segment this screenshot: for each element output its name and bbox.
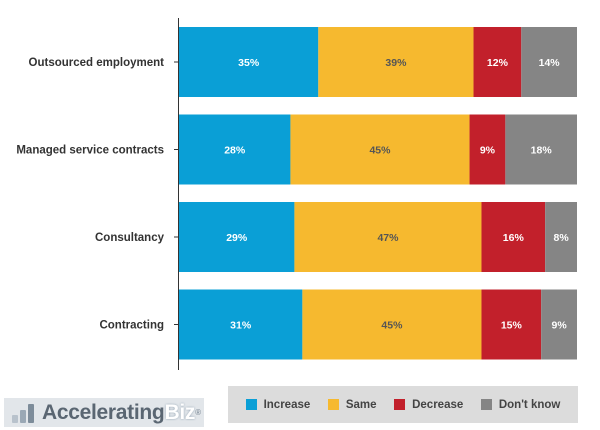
logo-text-biz: Biz [164, 400, 196, 424]
category-label-contracting: Contracting [99, 320, 164, 332]
bar-managed-service-contracts-don-t-know [505, 114, 577, 185]
bar-consultancy-increase [179, 202, 295, 272]
legend-label-dont-know: Don't know [498, 398, 561, 411]
data-label-consultancy-decrease: 16% [503, 232, 525, 244]
data-label-managed-service-contracts-decrease: 9% [480, 145, 496, 157]
bar-consultancy-same [294, 202, 482, 272]
category-label-managed-service-contracts: Managed service contracts [16, 145, 164, 157]
data-label-contracting-increase: 31% [230, 320, 252, 332]
bar-consultancy-don-t-know [545, 202, 577, 272]
bar-contracting-same [302, 289, 482, 360]
logo-bars-icon [12, 403, 38, 423]
legend-swatch-increase [245, 399, 257, 410]
data-label-outsourced-employment-increase: 35% [238, 57, 260, 69]
legend-label-same: Same [345, 398, 377, 411]
bar-contracting-decrease [481, 289, 542, 360]
bar-outsourced-employment-decrease [473, 27, 522, 97]
category-label-outsourced-employment: Outsourced employment [29, 57, 165, 69]
bar-contracting-increase [179, 289, 303, 360]
bar-managed-service-contracts-same [290, 114, 470, 185]
legend-swatch-dont-know [480, 399, 492, 410]
legend-item-dont-know: Don't know [480, 398, 561, 411]
data-label-managed-service-contracts-same: 45% [369, 145, 391, 157]
data-label-consultancy-increase: 29% [226, 232, 248, 244]
legend-item-same: Same [327, 398, 377, 411]
bar-outsourced-employment-don-t-know [521, 27, 577, 97]
bar-outsourced-employment-same [318, 27, 474, 97]
data-label-managed-service-contracts-increase: 28% [224, 145, 246, 157]
legend-swatch-decrease [394, 399, 406, 410]
data-label-outsourced-employment-same: 39% [385, 57, 407, 69]
legend-label-decrease: Decrease [412, 398, 464, 411]
logo-text-accelerating: Accelerating [42, 400, 165, 424]
data-label-consultancy-don-t-know: 8% [553, 232, 569, 244]
logo-registered-mark: ® [195, 408, 201, 417]
legend-item-increase: Increase [245, 398, 311, 411]
bar-consultancy-decrease [481, 202, 546, 272]
data-label-outsourced-employment-don-t-know: 14% [539, 57, 561, 69]
bar-outsourced-employment-increase [179, 27, 319, 97]
bar-managed-service-contracts-decrease [469, 114, 506, 185]
data-label-consultancy-same: 47% [377, 232, 399, 244]
data-label-outsourced-employment-decrease: 12% [487, 57, 509, 69]
category-label-consultancy: Consultancy [95, 232, 165, 244]
legend-label-increase: Increase [263, 398, 311, 411]
data-label-managed-service-contracts-don-t-know: 18% [531, 145, 553, 157]
data-label-contracting-don-t-know: 9% [551, 320, 567, 332]
data-label-contracting-same: 45% [381, 320, 403, 332]
legend-item-decrease: Decrease [394, 399, 463, 411]
legend-swatch-same [327, 399, 339, 410]
acceleratingbiz-logo: Accelerating Biz ® [4, 398, 204, 427]
stacked-bar-chart: Outsourced employment Managed service con… [16, 18, 577, 370]
chart-legend: Increase Same Decrease Don't know [228, 386, 578, 423]
bar-contracting-don-t-know [541, 289, 577, 360]
bar-managed-service-contracts-increase [179, 114, 291, 185]
data-label-contracting-decrease: 15% [501, 320, 523, 332]
